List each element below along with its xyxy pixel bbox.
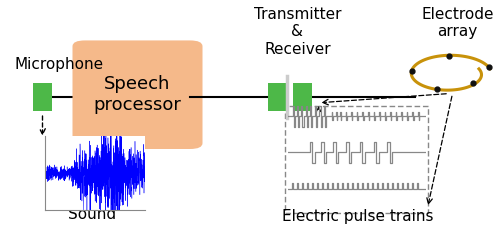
FancyBboxPatch shape [268,83,286,111]
Text: Sound: Sound [68,207,116,222]
Text: Microphone: Microphone [15,57,104,72]
Bar [285,106,428,213]
Text: Speech
processor: Speech processor [94,75,182,114]
Text: Transmitter
&
Receiver: Transmitter & Receiver [254,7,341,57]
Text: Electric pulse trains: Electric pulse trains [282,209,433,224]
FancyBboxPatch shape [292,83,312,111]
FancyBboxPatch shape [32,83,52,111]
FancyBboxPatch shape [72,40,202,149]
Text: Electrode
array: Electrode array [421,7,494,39]
